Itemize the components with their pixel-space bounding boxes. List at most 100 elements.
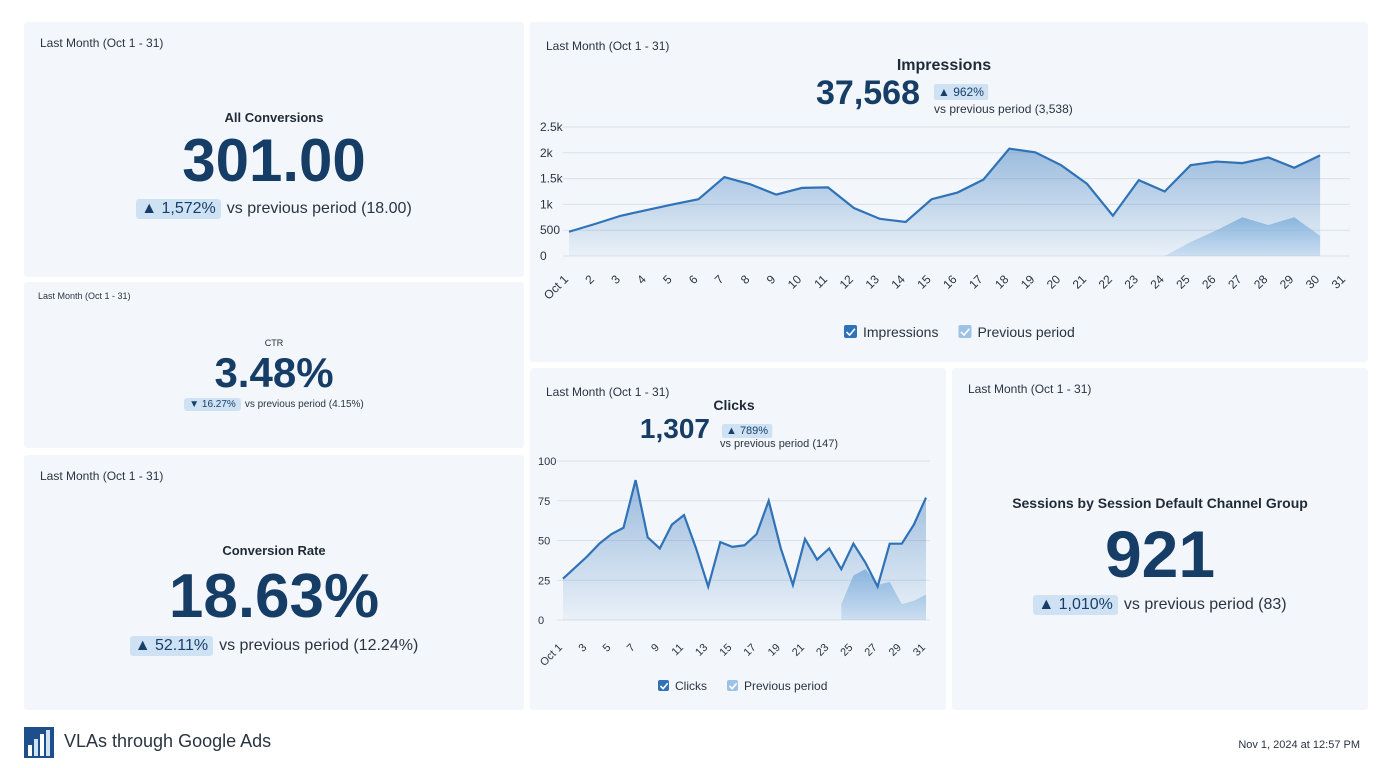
y-tick-label: 0 — [540, 249, 547, 263]
kpi-card: Last Month (Oct 1 - 31) CTR 3.48% ▼ 16.2… — [24, 282, 524, 448]
legend-swatch — [658, 680, 669, 691]
x-tick-label: 22 — [1096, 272, 1116, 292]
x-tick-label: 28 — [1251, 272, 1271, 292]
kpi-value: 3.48% — [214, 349, 334, 396]
report-title: VLAs through Google Ads — [64, 731, 272, 751]
x-tick-label: 24 — [1147, 272, 1167, 292]
x-tick-label: 29 — [887, 642, 904, 659]
series-area — [569, 148, 1321, 256]
x-tick-label: 5 — [601, 642, 614, 655]
y-tick-label: 50 — [538, 536, 550, 548]
x-tick-label: 9 — [649, 642, 662, 655]
x-tick-label: 25 — [838, 642, 855, 659]
x-tick-label: 18 — [992, 272, 1012, 292]
kpi-title: Sessions by Session Default Channel Grou… — [1012, 495, 1308, 511]
x-tick-label: 14 — [888, 272, 908, 292]
legend-check — [960, 328, 970, 337]
x-tick-label: 25 — [1173, 272, 1193, 292]
legend-label: Previous period — [977, 324, 1074, 340]
x-tick-label: 27 — [1225, 272, 1245, 292]
x-tick-label: 31 — [911, 642, 928, 659]
badge-bg — [934, 84, 989, 100]
x-tick-label: 8 — [738, 272, 753, 287]
x-tick-label: 19 — [1018, 272, 1038, 292]
report-date: Nov 1, 2024 at 12:57 PM — [1238, 739, 1360, 751]
legend-check — [728, 682, 738, 690]
delta-badge: ▲ 1,010% — [1033, 595, 1118, 615]
y-tick-label: 1k — [540, 197, 554, 211]
x-tick-label: 13 — [693, 642, 710, 659]
delta-badge: ▲ 962% — [938, 85, 984, 99]
period-label: Last Month (Oct 1 - 31) — [546, 385, 669, 399]
comparison: vs previous period (12.24%) — [219, 637, 419, 654]
x-tick-label: 7 — [625, 642, 638, 655]
x-tick-label: 31 — [1329, 272, 1349, 292]
period-label: Last Month (Oct 1 - 31) — [40, 469, 164, 483]
x-tick-label: 17 — [742, 642, 759, 659]
series-line — [568, 147, 1321, 233]
period-label: Last Month (Oct 1 - 31) — [546, 39, 669, 53]
delta-badge: ▲ 1,572% — [136, 199, 221, 219]
kpi-value: 18.63% — [168, 562, 380, 631]
delta-badge: ▲ 52.11% — [129, 636, 214, 656]
x-tick-label: 30 — [1303, 272, 1323, 292]
x-tick-label: 6 — [686, 272, 701, 287]
delta-badge: ▲ 789% — [726, 425, 768, 437]
chart-total: 1,307 — [640, 413, 710, 444]
y-tick-label: 75 — [538, 496, 550, 508]
chart-total: 37,568 — [816, 74, 920, 112]
x-tick-label: 15 — [717, 642, 734, 659]
x-tick-label: 16 — [940, 272, 960, 292]
delta-badge: ▼ 16.27% — [184, 398, 241, 411]
x-tick-label: 3 — [608, 272, 623, 287]
x-tick-label: 21 — [1070, 272, 1090, 292]
x-tick-label: 7 — [712, 272, 727, 287]
kpi-value: 921 — [1104, 517, 1216, 591]
y-tick-label: 500 — [540, 223, 560, 237]
x-tick-label: 4 — [634, 272, 649, 287]
kpi-card: Last Month (Oct 1 - 31) Sessions by Sess… — [952, 368, 1368, 710]
period-label: Last Month (Oct 1 - 31) — [968, 382, 1092, 396]
x-tick-label: 12 — [837, 272, 857, 292]
x-tick-label: 15 — [914, 272, 934, 292]
legend-check — [659, 682, 669, 690]
legend-label: Clicks — [675, 679, 707, 693]
y-tick-label: 25 — [538, 575, 550, 587]
x-tick-label: 21 — [790, 642, 807, 659]
legend-swatch — [958, 325, 972, 338]
comparison: vs previous period (147) — [720, 438, 838, 450]
x-tick-label: 10 — [785, 272, 805, 292]
y-tick-label: 2k — [540, 146, 554, 160]
period-label: Last Month (Oct 1 - 31) — [38, 291, 131, 301]
kpi-value: 301.00 — [182, 127, 366, 194]
x-tick-label: 17 — [966, 272, 986, 292]
legend-label: Impressions — [863, 324, 938, 340]
x-tick-label: 27 — [863, 642, 880, 659]
x-tick-label: 11 — [670, 642, 687, 659]
x-tick-label: 20 — [1044, 272, 1064, 292]
x-tick-label: 19 — [766, 642, 783, 659]
chart-title: Impressions — [897, 57, 991, 74]
legend-swatch — [727, 680, 738, 691]
x-tick-label: 11 — [811, 272, 830, 291]
comparison: vs previous period (4.15%) — [244, 399, 364, 410]
kpi-title: CTR — [264, 338, 284, 348]
logo — [24, 727, 54, 758]
x-tick-label: Oct 1 — [538, 642, 565, 669]
badge-bg — [722, 424, 773, 438]
x-tick-label: 3 — [577, 642, 590, 655]
series-area — [563, 480, 926, 620]
x-tick-label: 23 — [1122, 272, 1142, 292]
chart: Last Month (Oct 1 - 31)Impressions37,568… — [540, 39, 1350, 340]
chart-title: Clicks — [713, 397, 754, 413]
period-label: Last Month (Oct 1 - 31) — [40, 36, 164, 50]
legend-swatch — [844, 325, 857, 338]
kpi-card: Last Month (Oct 1 - 31) Conversion Rate … — [24, 455, 524, 710]
chart-card: Last Month (Oct 1 - 31) Impressions 37,568… — [530, 22, 1368, 362]
x-tick-label: 2 — [582, 272, 597, 287]
y-tick-label: 100 — [538, 456, 556, 468]
series-line — [562, 479, 928, 591]
x-tick-label: 9 — [764, 272, 779, 287]
